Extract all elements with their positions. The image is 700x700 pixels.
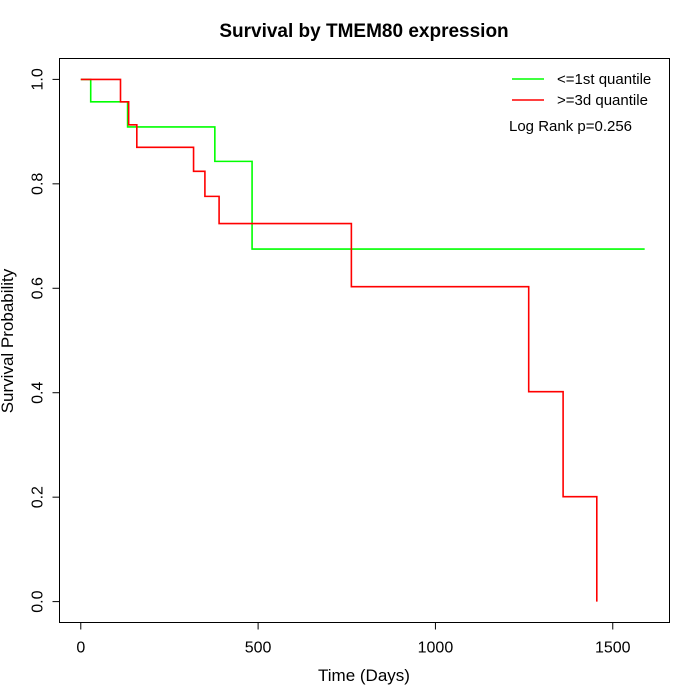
y-tick-label: 1.0 <box>30 68 47 90</box>
legend: <=1st quantile >=3d quantile <box>512 71 651 109</box>
x-axis: 0 500 1000 1500 <box>76 622 631 657</box>
x-tick-label: 500 <box>245 640 272 657</box>
y-tick-label: 0.2 <box>30 486 47 508</box>
log-rank-annotation: Log Rank p=0.256 <box>509 118 632 135</box>
y-axis-label: Survival Probability <box>0 268 17 413</box>
y-tick-label: 0.6 <box>30 277 47 299</box>
y-axis: 0.0 0.2 0.4 0.6 0.8 1.0 <box>30 68 60 613</box>
legend-label-series-2: >=3d quantile <box>557 92 648 109</box>
x-tick-label: 1500 <box>595 640 631 657</box>
x-axis-label: Time (Days) <box>318 666 410 685</box>
plot-frame <box>59 58 670 623</box>
survival-curve-series-2 <box>80 78 598 602</box>
x-tick-label: 0 <box>76 640 85 657</box>
survival-curve-series-1 <box>80 78 645 250</box>
y-tick-label: 0.4 <box>30 382 47 404</box>
y-tick-label: 0.0 <box>30 590 47 612</box>
chart-title: Survival by TMEM80 expression <box>219 21 508 42</box>
x-tick-label: 1000 <box>418 640 454 657</box>
y-tick-label: 0.8 <box>30 173 47 195</box>
survival-curves <box>80 78 645 602</box>
legend-label-series-1: <=1st quantile <box>557 71 651 88</box>
